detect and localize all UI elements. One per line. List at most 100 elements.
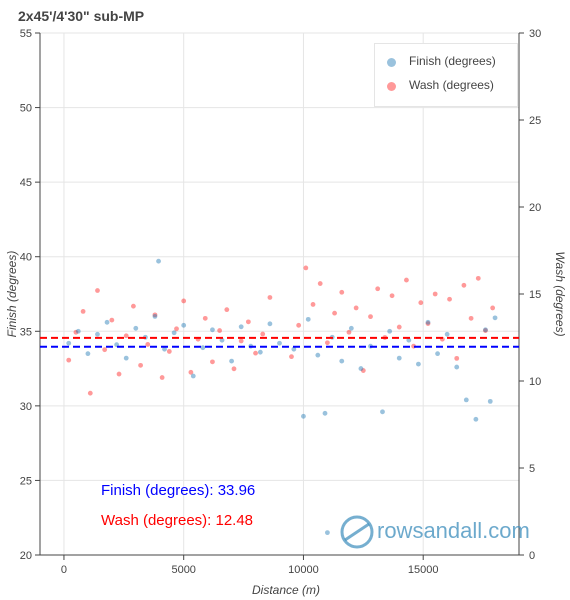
- wash-point: [339, 289, 345, 295]
- finish-point: [162, 346, 167, 352]
- legend-finish-label: Finish (degrees): [409, 54, 496, 68]
- x-tick-label: 5000: [171, 564, 195, 576]
- wash-point: [267, 295, 273, 300]
- finish-point: [133, 325, 139, 331]
- wash-point: [123, 333, 129, 339]
- y2-tick-label: 10: [529, 376, 541, 388]
- finish-point: [301, 413, 306, 419]
- watermark-logo: rowsandall.com: [337, 514, 530, 550]
- finish-point: [257, 349, 263, 355]
- finish-point: [483, 327, 488, 333]
- finish-point: [487, 398, 493, 404]
- y-axis-label: Finish (degrees): [5, 251, 19, 338]
- finish-point: [75, 328, 81, 334]
- wash-point: [404, 277, 409, 283]
- wash-point: [447, 296, 452, 302]
- finish-point: [277, 340, 282, 346]
- wash-point: [224, 307, 230, 313]
- finish-point: [267, 321, 273, 327]
- wash-point: [174, 326, 179, 332]
- finish-point: [152, 313, 158, 319]
- finish-point: [315, 352, 321, 358]
- finish-point: [463, 397, 469, 403]
- wash-point: [260, 331, 266, 337]
- finish-point: [492, 315, 498, 321]
- wash-point: [95, 288, 100, 293]
- finish-point: [348, 325, 354, 331]
- y-tick-label: 35: [20, 326, 32, 338]
- wash-point: [375, 286, 381, 292]
- axis-ticks: 20 25 30 35 40 45 50 55 0 5 10 15 20 25 30 0 5000 10000 15…: [20, 28, 542, 576]
- y2-tick-label: 5: [529, 463, 535, 475]
- wash-point: [102, 347, 108, 353]
- legend: Finish (degrees) Wash (degrees): [374, 43, 518, 107]
- finish-point: [380, 409, 385, 415]
- y-tick-label: 45: [20, 177, 32, 189]
- finish-point: [325, 530, 330, 536]
- wash-point: [217, 328, 223, 333]
- x-tick-label: 0: [61, 564, 67, 576]
- wash-point: [483, 328, 488, 333]
- finish-point: [200, 345, 206, 351]
- y2-tick-label: 15: [529, 289, 541, 301]
- wash-point: [389, 293, 395, 299]
- wash-point: [66, 357, 72, 363]
- x-tick-label: 10000: [288, 564, 319, 576]
- wash-point: [116, 371, 122, 377]
- y-tick-label: 25: [20, 475, 32, 487]
- legend-wash-label: Wash (degrees): [409, 78, 494, 92]
- y-tick-label: 50: [20, 103, 32, 115]
- finish-point: [406, 337, 412, 343]
- rowing-logo-icon: [340, 515, 374, 549]
- y-tick-label: 40: [20, 252, 32, 264]
- wash-point: [188, 369, 194, 375]
- y2-tick-label: 30: [529, 28, 541, 40]
- finish-point: [358, 366, 364, 371]
- finish-point: [85, 351, 91, 357]
- wash-point: [73, 329, 79, 335]
- wash-point: [310, 302, 316, 307]
- finish-point: [396, 355, 402, 361]
- chart-title: 2x45'/4'30" sub-MP: [18, 8, 145, 24]
- wash-point: [245, 319, 251, 325]
- mean-lines: [40, 336, 519, 348]
- wash-point: [159, 375, 165, 380]
- finish-point: [219, 337, 225, 343]
- wash-point: [253, 350, 258, 356]
- wash-point: [80, 309, 86, 314]
- wash-point: [131, 303, 136, 309]
- finish-point: [238, 324, 244, 330]
- y-tick-label: 30: [20, 401, 32, 413]
- wash-point: [396, 324, 402, 330]
- finish-point: [95, 331, 100, 337]
- finish-point: [339, 358, 345, 364]
- finish-point: [435, 351, 440, 357]
- y2-axis-label: Wash (degrees): [553, 251, 567, 336]
- y2-tick-label: 25: [529, 115, 541, 127]
- plot-frame: [39, 33, 520, 556]
- wash-point: [454, 355, 460, 361]
- wash-point: [289, 354, 294, 360]
- finish-point: [454, 364, 460, 370]
- wash-point: [238, 338, 244, 344]
- finish-point: [416, 361, 421, 367]
- finish-point: [387, 328, 393, 334]
- finish-point: [156, 258, 161, 264]
- grid: [40, 32, 519, 556]
- wash-series: [66, 265, 496, 396]
- finish-point: [66, 340, 72, 346]
- wash-point: [87, 390, 93, 396]
- wash-point: [296, 322, 302, 328]
- finish-point: [444, 331, 450, 337]
- wash-point: [468, 315, 474, 321]
- finish-point: [425, 319, 431, 325]
- wash-point: [432, 291, 438, 297]
- finish-point: [322, 410, 328, 416]
- finish-point: [123, 355, 129, 361]
- finish-point: [305, 316, 311, 322]
- wash-point: [418, 300, 424, 306]
- wash-point: [475, 275, 481, 281]
- finish-mean-text: Finish (degrees): 33.96: [101, 482, 256, 499]
